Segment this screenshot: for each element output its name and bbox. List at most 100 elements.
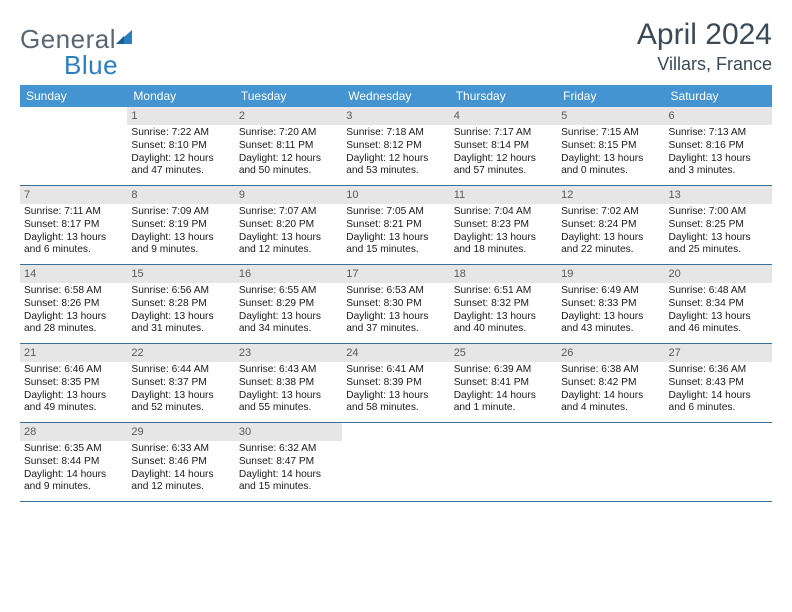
daylight-text: Daylight: 13 hours and 0 minutes. xyxy=(561,153,660,179)
calendar-cell: 19Sunrise: 6:49 AMSunset: 8:33 PMDayligh… xyxy=(557,265,664,343)
sunrise-text: Sunrise: 6:53 AM xyxy=(346,285,445,298)
day-details: Sunrise: 7:22 AMSunset: 8:10 PMDaylight:… xyxy=(131,127,230,178)
sunrise-text: Sunrise: 7:04 AM xyxy=(454,206,553,219)
sunrise-text: Sunrise: 7:07 AM xyxy=(239,206,338,219)
sunset-text: Sunset: 8:39 PM xyxy=(346,377,445,390)
sunset-text: Sunset: 8:11 PM xyxy=(239,140,338,153)
daylight-text: Daylight: 13 hours and 12 minutes. xyxy=(239,232,338,258)
daylight-text: Daylight: 12 hours and 47 minutes. xyxy=(131,153,230,179)
sunrise-text: Sunrise: 7:00 AM xyxy=(669,206,768,219)
calendar-cell: 11 Sunrise: 7:04 AMSunset: 8:23 PMDayligh… xyxy=(450,186,557,264)
daylight-text: Daylight: 13 hours and 3 minutes. xyxy=(669,153,768,179)
sunrise-text: Sunrise: 6:39 AM xyxy=(454,364,553,377)
daylight-text: Daylight: 13 hours and 46 minutes. xyxy=(669,311,768,337)
daylight-text: Daylight: 13 hours and 25 minutes. xyxy=(669,232,768,258)
day-details: Sunrise: 6:44 AMSunset: 8:37 PMDaylight:… xyxy=(131,364,230,415)
day-details: Sunrise: 6:32 AMSunset: 8:47 PMDaylight:… xyxy=(239,443,338,494)
daylight-text: Daylight: 14 hours and 6 minutes. xyxy=(669,390,768,416)
calendar-cell: 22 Sunrise: 6:44 AMSunset: 8:37 PMDayligh… xyxy=(127,344,234,422)
sunrise-text: Sunrise: 7:11 AM xyxy=(24,206,123,219)
sunset-text: Sunset: 8:47 PM xyxy=(239,456,338,469)
sunrise-text: Sunrise: 7:15 AM xyxy=(561,127,660,140)
day-header: Monday xyxy=(127,85,234,107)
sunset-text: Sunset: 8:46 PM xyxy=(131,456,230,469)
day-number: 2 xyxy=(235,107,342,125)
sunrise-text: Sunrise: 7:17 AM xyxy=(454,127,553,140)
day-number: 8 xyxy=(127,186,234,204)
day-number: 19 xyxy=(557,265,664,283)
calendar-row: 21Sunrise: 6:46 AMSunset: 8:35 PMDayligh… xyxy=(20,344,772,423)
daylight-text: Daylight: 13 hours and 52 minutes. xyxy=(131,390,230,416)
calendar-cell: 21Sunrise: 6:46 AMSunset: 8:35 PMDayligh… xyxy=(20,344,127,422)
daylight-text: Daylight: 13 hours and 9 minutes. xyxy=(131,232,230,258)
sunrise-text: Sunrise: 7:05 AM xyxy=(346,206,445,219)
day-details: Sunrise: 6:55 AMSunset: 8:29 PMDaylight:… xyxy=(239,285,338,336)
day-number: 20 xyxy=(665,265,772,283)
day-details: Sunrise: 7:11 AMSunset: 8:17 PMDaylight:… xyxy=(24,206,123,257)
day-number: 13 xyxy=(665,186,772,204)
calendar-cell: 1Sunrise: 7:22 AMSunset: 8:10 PMDaylight… xyxy=(127,107,234,185)
sunrise-text: Sunrise: 7:02 AM xyxy=(561,206,660,219)
calendar-cell: 27Sunrise: 6:36 AMSunset: 8:43 PMDayligh… xyxy=(665,344,772,422)
calendar-row: 14Sunrise: 6:58 AMSunset: 8:26 PMDayligh… xyxy=(20,265,772,344)
sunset-text: Sunset: 8:30 PM xyxy=(346,298,445,311)
sunrise-text: Sunrise: 7:18 AM xyxy=(346,127,445,140)
sunset-text: Sunset: 8:26 PM xyxy=(24,298,123,311)
calendar-row: 1Sunrise: 7:22 AMSunset: 8:10 PMDaylight… xyxy=(20,107,772,186)
daylight-text: Daylight: 13 hours and 6 minutes. xyxy=(24,232,123,258)
day-number: 24 xyxy=(342,344,449,362)
sunrise-text: Sunrise: 6:33 AM xyxy=(131,443,230,456)
day-details: Sunrise: 6:41 AMSunset: 8:39 PMDaylight:… xyxy=(346,364,445,415)
sunset-text: Sunset: 8:37 PM xyxy=(131,377,230,390)
sunset-text: Sunset: 8:43 PM xyxy=(669,377,768,390)
day-number: 11 xyxy=(450,186,557,204)
day-number: 6 xyxy=(665,107,772,125)
day-details: Sunrise: 7:04 AMSunset: 8:23 PMDaylight:… xyxy=(454,206,553,257)
sunrise-text: Sunrise: 6:56 AM xyxy=(131,285,230,298)
daylight-text: Daylight: 13 hours and 34 minutes. xyxy=(239,311,338,337)
daylight-text: Daylight: 14 hours and 4 minutes. xyxy=(561,390,660,416)
day-number: 18 xyxy=(450,265,557,283)
sunset-text: Sunset: 8:19 PM xyxy=(131,219,230,232)
day-number: 10 xyxy=(342,186,449,204)
day-number: 4 xyxy=(450,107,557,125)
day-header: Thursday xyxy=(450,85,557,107)
calendar-cell: 2Sunrise: 7:20 AMSunset: 8:11 PMDaylight… xyxy=(235,107,342,185)
calendar-cell: 29Sunrise: 6:33 AMSunset: 8:46 PMDayligh… xyxy=(127,423,234,501)
calendar-cell: 18 Sunrise: 6:51 AMSunset: 8:32 PMDayligh… xyxy=(450,265,557,343)
day-number: 12 xyxy=(557,186,664,204)
day-number: 30 xyxy=(235,423,342,441)
sunrise-text: Sunrise: 6:35 AM xyxy=(24,443,123,456)
page-header: General April 2024 Villars, France xyxy=(20,18,772,75)
day-header: Tuesday xyxy=(235,85,342,107)
day-number: 25 xyxy=(450,344,557,362)
calendar-cell: 7Sunrise: 7:11 AMSunset: 8:17 PMDaylight… xyxy=(20,186,127,264)
title-block: April 2024 Villars, France xyxy=(637,18,772,75)
sunrise-text: Sunrise: 6:32 AM xyxy=(239,443,338,456)
calendar-cell: 3Sunrise: 7:18 AMSunset: 8:12 PMDaylight… xyxy=(342,107,449,185)
sunset-text: Sunset: 8:23 PM xyxy=(454,219,553,232)
sunset-text: Sunset: 8:17 PM xyxy=(24,219,123,232)
day-details: Sunrise: 7:18 AMSunset: 8:12 PMDaylight:… xyxy=(346,127,445,178)
logo-sail-icon xyxy=(114,26,136,53)
calendar-cell xyxy=(665,423,772,501)
daylight-text: Daylight: 13 hours and 28 minutes. xyxy=(24,311,123,337)
day-details: Sunrise: 7:07 AMSunset: 8:20 PMDaylight:… xyxy=(239,206,338,257)
day-details: Sunrise: 6:51 AMSunset: 8:32 PMDaylight:… xyxy=(454,285,553,336)
day-details: Sunrise: 6:38 AMSunset: 8:42 PMDaylight:… xyxy=(561,364,660,415)
sunrise-text: Sunrise: 6:38 AM xyxy=(561,364,660,377)
calendar-cell: 25 Sunrise: 6:39 AMSunset: 8:41 PMDayligh… xyxy=(450,344,557,422)
daylight-text: Daylight: 12 hours and 57 minutes. xyxy=(454,153,553,179)
day-number: 17 xyxy=(342,265,449,283)
day-details: Sunrise: 6:39 AMSunset: 8:41 PMDaylight:… xyxy=(454,364,553,415)
calendar-cell: 10Sunrise: 7:05 AMSunset: 8:21 PMDayligh… xyxy=(342,186,449,264)
daylight-text: Daylight: 13 hours and 43 minutes. xyxy=(561,311,660,337)
sunrise-text: Sunrise: 6:41 AM xyxy=(346,364,445,377)
calendar-row: 7Sunrise: 7:11 AMSunset: 8:17 PMDaylight… xyxy=(20,186,772,265)
day-number: 22 xyxy=(127,344,234,362)
sunrise-text: Sunrise: 7:13 AM xyxy=(669,127,768,140)
sunset-text: Sunset: 8:28 PM xyxy=(131,298,230,311)
calendar-cell: 20Sunrise: 6:48 AMSunset: 8:34 PMDayligh… xyxy=(665,265,772,343)
sunset-text: Sunset: 8:42 PM xyxy=(561,377,660,390)
sunset-text: Sunset: 8:25 PM xyxy=(669,219,768,232)
